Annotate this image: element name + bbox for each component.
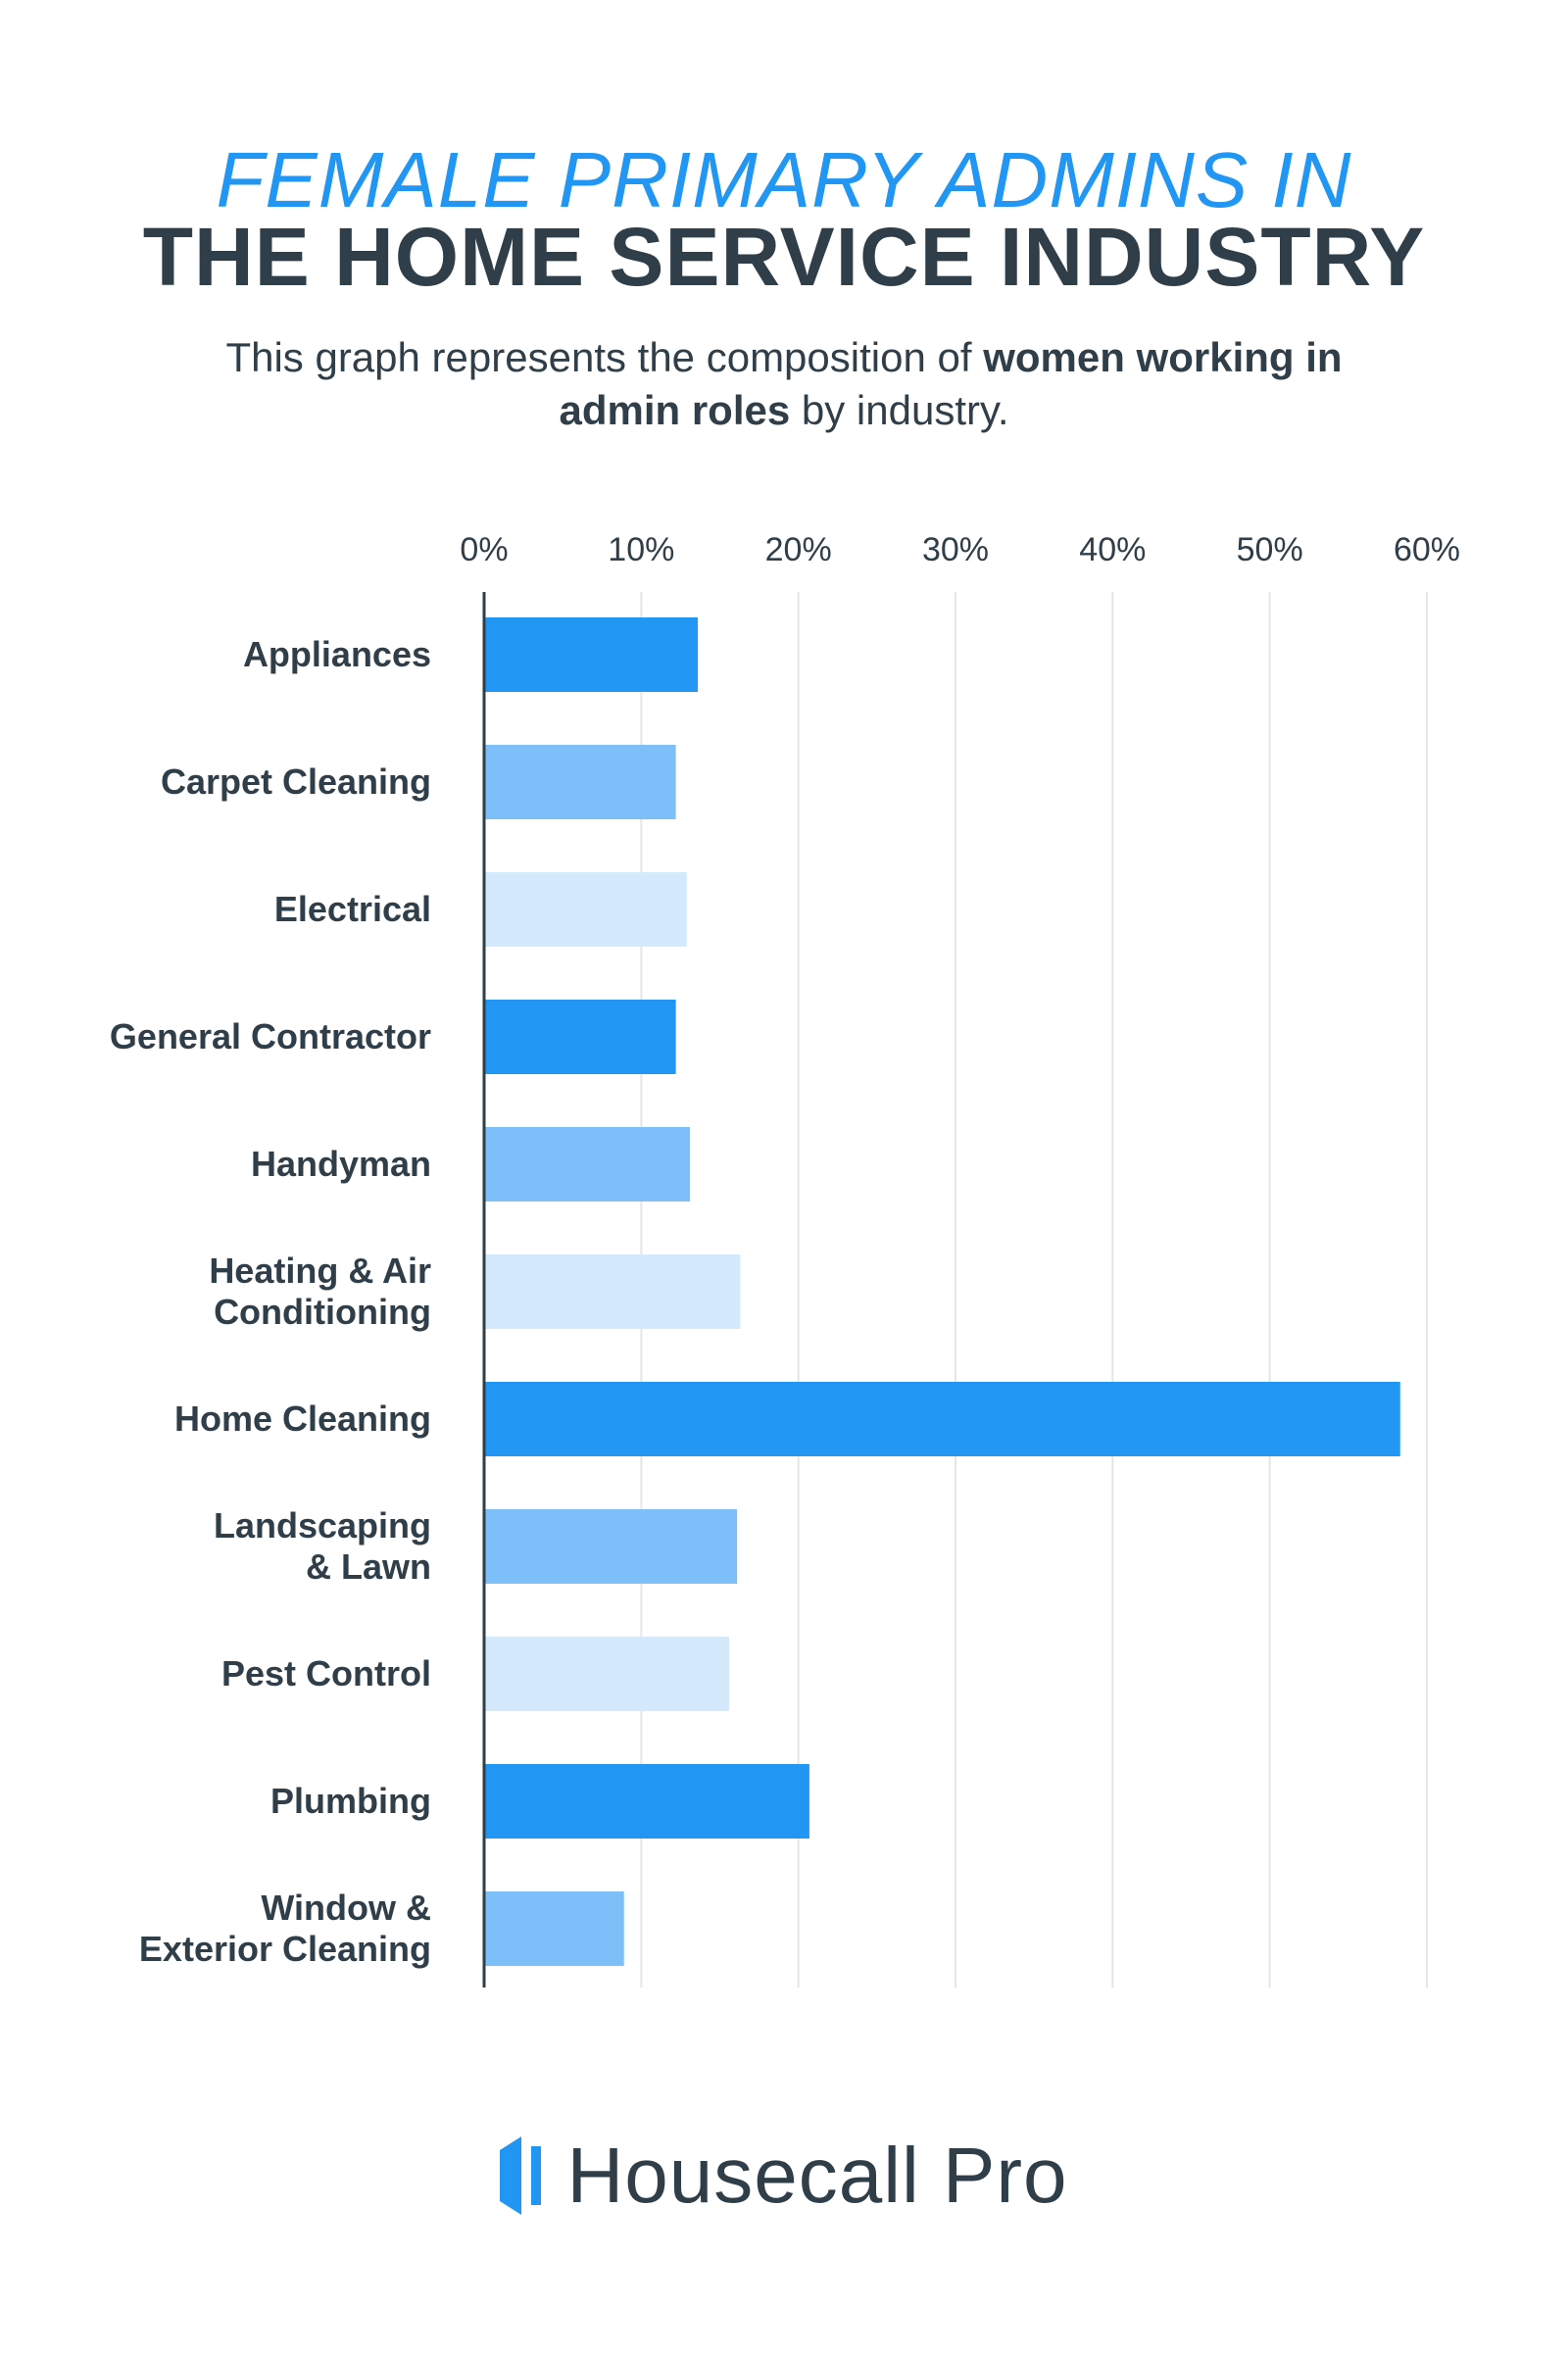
x-tick-label: 20% (765, 531, 832, 568)
housecall-pro-logo-icon (500, 2136, 542, 2215)
category-label-line: Carpet Cleaning (161, 761, 431, 802)
category-label: Pest Control (221, 1653, 431, 1693)
x-tick-label: 60% (1394, 531, 1460, 568)
bar (484, 1764, 809, 1839)
subtitle-text-2: by industry. (790, 387, 1009, 433)
gridlines (640, 592, 1428, 1987)
x-axis-ticks: 0% 10% 20% 30% 40% 50% 60% (460, 531, 1460, 568)
category-label: Handyman (251, 1144, 431, 1184)
category-label: Landscaping & Lawn (214, 1505, 431, 1587)
category-label-line: Home Cleaning (174, 1398, 431, 1439)
bar (484, 1891, 624, 1966)
bar (484, 1254, 741, 1329)
chart-title-line2: THE HOME SERVICE INDUSTRY (142, 211, 1426, 303)
chart-subtitle: This graph represents the composition of… (196, 331, 1372, 437)
category-label-line: Heating & Air (209, 1251, 431, 1291)
category-label-line: Plumbing (270, 1781, 431, 1821)
subtitle-bold: women working in admin roles (559, 334, 1343, 433)
x-tick-label: 0% (460, 531, 508, 568)
category-label: Heating & Air Conditioning (209, 1251, 431, 1332)
category-label-line: Exterior Cleaning (139, 1929, 431, 1969)
category-label-line: Appliances (243, 634, 431, 674)
category-label-line: Landscaping (214, 1505, 431, 1545)
bar (484, 617, 699, 692)
subtitle-text-1: This graph represents the composition of (225, 334, 984, 380)
category-label-line: Window & (261, 1888, 431, 1928)
bar (484, 1637, 730, 1711)
x-tick-label: 50% (1237, 531, 1303, 568)
category-label-line: Handyman (251, 1144, 431, 1184)
x-tick-label: 30% (922, 531, 989, 568)
bar (484, 872, 687, 947)
bar (484, 1509, 738, 1584)
bar (484, 1382, 1400, 1456)
category-label-line: General Contractor (110, 1016, 431, 1056)
category-label-line: Pest Control (221, 1653, 431, 1693)
bar (484, 745, 676, 819)
bar (484, 1000, 676, 1074)
bars (484, 617, 1400, 1966)
category-label: General Contractor (110, 1016, 431, 1056)
brand-logo: Housecall Pro (0, 2127, 1568, 2225)
category-labels: Appliances Carpet Cleaning Electrical Gener… (110, 634, 431, 1969)
category-label-line: & Lawn (306, 1546, 431, 1587)
x-tick-label: 40% (1079, 531, 1146, 568)
category-label: Plumbing (270, 1781, 431, 1821)
x-tick-label: 10% (608, 531, 674, 568)
chart-title-line1: FEMALE PRIMARY ADMINS IN (216, 136, 1352, 223)
category-label: Appliances (243, 634, 431, 674)
category-label: Window & Exterior Cleaning (139, 1888, 431, 1969)
category-label: Electrical (274, 889, 431, 929)
category-label-line: Conditioning (214, 1292, 431, 1332)
bar (484, 1127, 691, 1202)
category-label: Carpet Cleaning (161, 761, 431, 802)
category-label: Home Cleaning (174, 1398, 431, 1439)
category-label-line: Electrical (274, 889, 431, 929)
brand-name: Housecall Pro (566, 2132, 1068, 2219)
